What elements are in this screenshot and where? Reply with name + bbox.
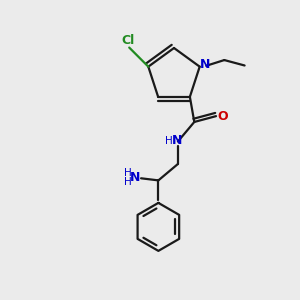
Text: H: H	[124, 168, 132, 178]
Text: N: N	[200, 58, 210, 71]
Text: N: N	[130, 171, 140, 184]
Text: Cl: Cl	[121, 34, 134, 47]
Text: H: H	[124, 177, 132, 187]
Text: H: H	[165, 136, 173, 146]
Text: O: O	[217, 110, 228, 123]
Text: N: N	[172, 134, 182, 147]
